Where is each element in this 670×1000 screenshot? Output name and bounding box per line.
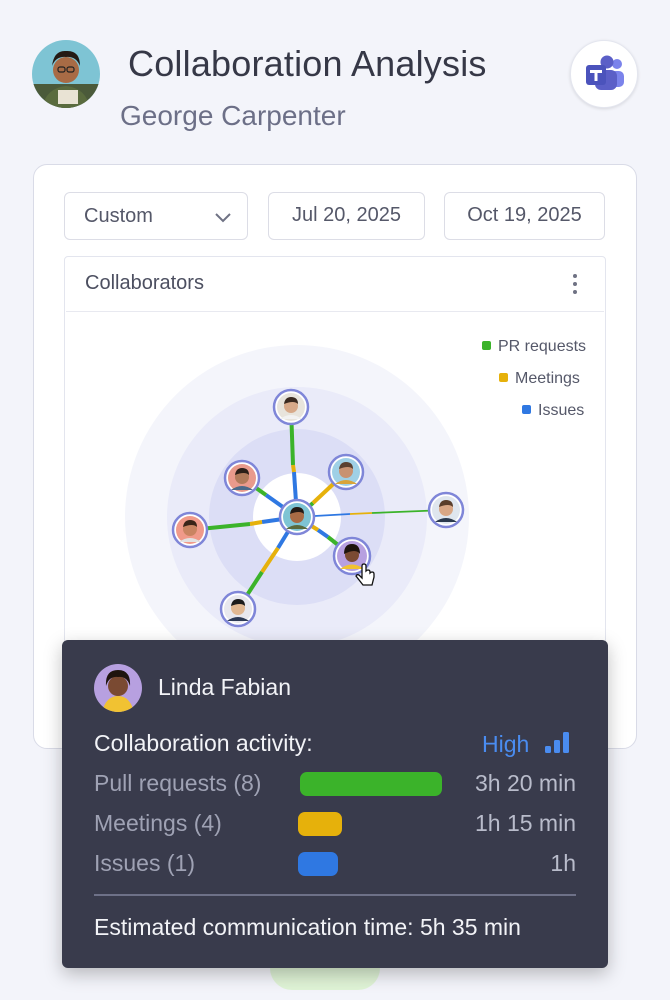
page-title: Collaboration Analysis (128, 43, 487, 84)
edge-meetings (349, 512, 373, 515)
collaborator-node-linda[interactable] (332, 536, 372, 576)
pull-requests-label: Pull requests (8) (94, 770, 262, 796)
end-date-input[interactable]: Oct 19, 2025 (444, 192, 605, 240)
legend-issues: Issues (522, 402, 584, 420)
signal-strength-icon (545, 732, 569, 753)
collaborator-node[interactable] (223, 459, 261, 497)
teams-button[interactable] (570, 40, 638, 108)
collaborator-node[interactable] (171, 511, 209, 549)
activity-level: High (482, 731, 569, 758)
collaborator-node[interactable] (427, 491, 465, 529)
user-avatar (32, 40, 100, 108)
legend-swatch-issues (522, 405, 531, 414)
collaborator-tooltip: Linda Fabian Collaboration activity: Hig… (62, 640, 608, 968)
chevron-down-icon (215, 213, 231, 223)
meetings-label: Meetings (4) (94, 810, 222, 836)
more-options-icon[interactable] (566, 272, 584, 296)
collaborator-avatar (94, 664, 142, 712)
tooltip-divider (94, 894, 576, 896)
edge-issues (316, 528, 330, 539)
legend-swatch-pr (482, 341, 491, 350)
activity-label: Collaboration activity: (94, 730, 313, 756)
meetings-time: 1h 15 min (474, 810, 576, 836)
panel-title: Collaborators (85, 272, 204, 294)
user-name: George Carpenter (120, 100, 346, 131)
issues-bar (298, 852, 338, 876)
issues-time: 1h (550, 850, 576, 876)
edge-meetings (249, 520, 263, 526)
collaborator-node[interactable] (272, 388, 310, 426)
center-user-node[interactable] (278, 498, 316, 536)
estimated-communication-time: Estimated communication time: 5h 35 min (94, 914, 521, 940)
start-date-input[interactable]: Jul 20, 2025 (268, 192, 425, 240)
hand-cursor-icon (355, 563, 375, 586)
edge-meetings (260, 546, 280, 574)
collaborator-name: Linda Fabian (158, 674, 291, 700)
panel-divider (66, 311, 604, 312)
collaborator-node[interactable] (327, 453, 365, 491)
date-range-select[interactable]: Custom (64, 192, 248, 240)
decorative-blob (270, 968, 380, 990)
legend-swatch-meetings (499, 373, 508, 382)
date-range-select-value: Custom (84, 205, 153, 227)
issues-label: Issues (1) (94, 850, 195, 876)
edge-meetings (291, 464, 296, 473)
meetings-bar (298, 812, 342, 836)
microsoft-teams-icon (586, 55, 624, 90)
legend-meetings: Meetings (499, 370, 580, 388)
legend-pr-requests: PR requests (482, 338, 586, 356)
activity-level-text: High (482, 731, 530, 757)
pull-requests-time: 3h 20 min (474, 770, 576, 796)
pull-requests-bar (300, 772, 442, 796)
collaborator-node[interactable] (219, 590, 257, 628)
